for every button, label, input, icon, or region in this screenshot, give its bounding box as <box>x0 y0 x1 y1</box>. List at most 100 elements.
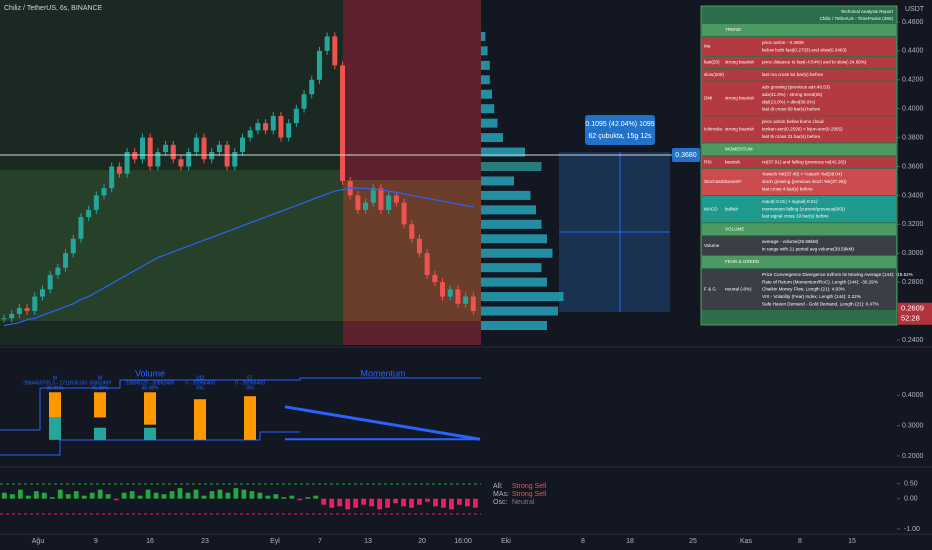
price-tag-label: 0.3680 <box>675 152 697 159</box>
volume-profile-bar <box>481 176 514 186</box>
chart-title: Chiliz / TetherUS, 6s, BINANCE <box>4 5 103 12</box>
candle <box>440 282 446 297</box>
candle <box>447 289 453 297</box>
candle <box>47 274 53 290</box>
row-text: price distance to fast(-4.54%) and to sl… <box>762 60 867 65</box>
candle <box>378 188 384 210</box>
volume-profile-bar <box>481 118 498 128</box>
section-title: TREND <box>725 27 742 32</box>
candle <box>240 137 245 153</box>
row-status: strong bearish <box>725 127 755 132</box>
row-label: F & G <box>704 287 716 292</box>
sell-bar <box>194 399 206 440</box>
osc-bar <box>401 498 406 507</box>
osc-bar <box>233 488 239 499</box>
osc-bar <box>153 492 159 499</box>
volume-profile-bar <box>481 133 503 143</box>
y-tick-label: 0.50 <box>904 480 918 487</box>
candle <box>370 188 376 203</box>
candle <box>401 202 407 225</box>
osc-bar <box>89 492 95 499</box>
candle <box>78 217 84 239</box>
y-tick-label: 0.3000 <box>902 250 924 257</box>
row-text: price action below kumo cloud <box>762 119 824 124</box>
x-tick-label: 18 <box>626 538 634 545</box>
panel-title: Volume <box>135 368 165 378</box>
osc-bar <box>313 495 319 499</box>
group-label: 242 <box>196 375 205 381</box>
candle <box>316 50 322 80</box>
candle <box>155 152 161 167</box>
legend-name: Osc: <box>493 499 507 506</box>
row-text: adx growing (previous adx:40.53) <box>762 85 830 90</box>
x-tick-label: 23 <box>201 538 209 545</box>
y-tick-label: 0.3200 <box>902 221 924 228</box>
osc-bar <box>257 492 263 499</box>
legend-name: All: <box>493 483 503 490</box>
row-text: below both fast(0.2733) and slow(0.3463) <box>762 47 847 52</box>
candle <box>39 289 45 297</box>
group-label: W <box>98 375 103 381</box>
volume-band <box>0 377 481 456</box>
x-tick-label: 13 <box>364 538 372 545</box>
osc-bar <box>385 498 390 508</box>
candle <box>470 296 476 312</box>
osc-bar <box>417 498 422 505</box>
osc-bar <box>265 495 271 499</box>
candle <box>340 65 346 181</box>
row-status: bearish* <box>725 179 742 184</box>
osc-bar <box>225 492 231 499</box>
osc-bar <box>337 498 343 507</box>
osc-bar <box>393 498 398 504</box>
candle <box>247 130 253 138</box>
candle <box>186 152 192 167</box>
osc-bar <box>409 498 414 508</box>
osc-bar <box>249 491 255 499</box>
report-row <box>702 116 896 143</box>
buy-bar <box>94 427 106 440</box>
x-tick-label: 16 <box>146 538 154 545</box>
row-text: last cross 4 bar(s) before <box>762 187 813 192</box>
osc-bar <box>433 498 438 507</box>
candle <box>132 152 138 160</box>
candle <box>24 308 30 312</box>
row-label: DMI <box>704 96 712 101</box>
last-price-label: 0.2609 <box>901 304 924 313</box>
report-row <box>702 236 896 255</box>
row-text: stoch growing (previous stoch %k(37.26)) <box>762 179 847 184</box>
candle <box>293 108 299 124</box>
report-row <box>702 196 896 223</box>
volume-profile-bar <box>481 75 490 85</box>
osc-bar <box>137 495 143 499</box>
x-tick-label: 8 <box>798 538 802 545</box>
group-label: M <box>53 375 57 381</box>
osc-bar <box>217 489 223 499</box>
group-range: 2684469705.3 - 2711636163 <box>23 380 87 386</box>
report-row <box>702 156 896 168</box>
osc-bar <box>9 494 15 499</box>
osc-bar <box>41 492 47 499</box>
candle <box>163 144 169 153</box>
candle <box>124 152 130 174</box>
candle <box>55 267 61 275</box>
group-range: 0 - 26966460 <box>235 380 265 386</box>
y-tick-label: 0.3800 <box>902 134 924 141</box>
candle <box>255 123 261 131</box>
candle <box>16 308 22 314</box>
candle <box>224 144 230 167</box>
candle <box>86 209 92 218</box>
row-text: tenkan-sen(0.2590) < kijun-sen(0.2955) <box>762 127 843 132</box>
candle <box>386 195 392 210</box>
candle <box>109 166 115 189</box>
volume-profile-bar <box>481 205 536 215</box>
sell-bar <box>94 392 106 418</box>
candle <box>1 318 7 320</box>
row-label: Volume <box>704 243 720 248</box>
x-tick-label: 15 <box>848 538 856 545</box>
osc-bar <box>81 495 87 499</box>
candle <box>432 274 438 283</box>
osc-bar <box>297 498 303 501</box>
report-row <box>702 56 896 69</box>
section-header <box>702 223 896 236</box>
